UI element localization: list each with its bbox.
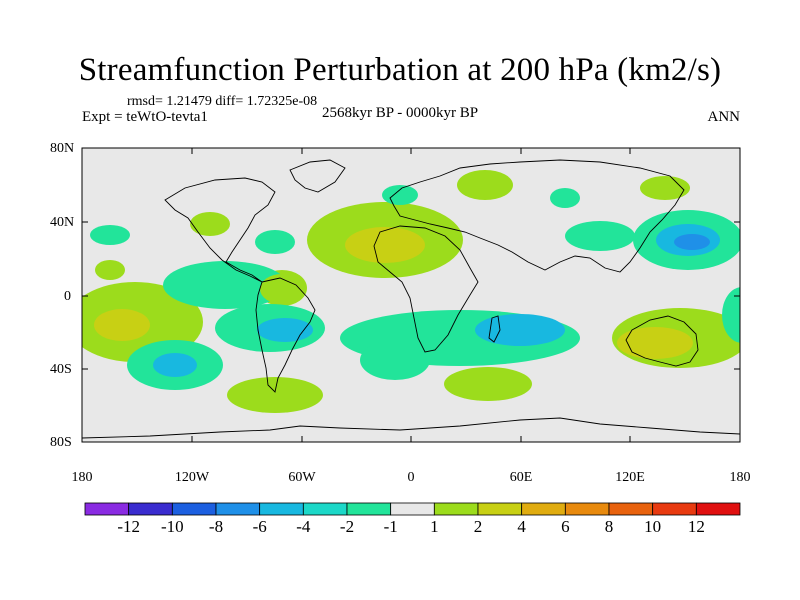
colorbar-label: 2 xyxy=(473,517,483,536)
rmsd-diff-stats: rmsd= 1.21479 diff= 1.72325e-08 xyxy=(127,94,318,109)
colorbar-swatch xyxy=(652,502,697,516)
south-america-coast xyxy=(255,277,316,393)
map-title: Streamfunction Perturbation at 200 hPa (… xyxy=(78,52,722,88)
colorbar-label: 12 xyxy=(687,517,705,536)
anomaly-patch xyxy=(190,212,230,236)
colorbar-swatch xyxy=(564,502,610,516)
anomaly-patch xyxy=(457,170,513,200)
anomaly-patch xyxy=(722,287,740,343)
anomaly-patch xyxy=(565,221,635,251)
experiment-label: Expt = teWtO-tevta1 xyxy=(82,109,208,125)
contour-fills xyxy=(82,170,740,413)
colorbar-label: -1 xyxy=(383,517,398,536)
antarctica-coast xyxy=(82,417,740,439)
anomaly-patch xyxy=(360,340,430,380)
colorbar-label: 10 xyxy=(644,517,662,536)
colorbar-label: -10 xyxy=(160,517,184,536)
period-label: 2568kyr BP - 0000kyr BP xyxy=(322,105,479,121)
lat-label-80n: 80N xyxy=(50,141,75,156)
anomaly-patch xyxy=(444,367,532,401)
greenland-coast xyxy=(289,159,346,193)
lon-label-180w: 180 xyxy=(71,470,93,485)
anomaly-patch xyxy=(617,327,693,359)
colorbar-swatch xyxy=(215,502,261,516)
colorbar-swatch xyxy=(695,502,741,516)
lon-label-120e: 120E xyxy=(615,470,645,485)
anomaly-patch xyxy=(550,188,580,208)
anomaly-patch xyxy=(163,261,287,309)
lat-label-0: 0 xyxy=(64,289,71,304)
colorbar-swatch xyxy=(433,502,479,516)
lon-label-180e: 180 xyxy=(729,470,751,485)
colorbar-swatch xyxy=(608,502,654,516)
colorbar-label: 6 xyxy=(561,517,570,536)
anomaly-patch xyxy=(255,230,295,254)
colorbar-swatch xyxy=(84,502,130,516)
anomaly-patch xyxy=(674,234,710,250)
colorbar-label: 4 xyxy=(517,517,526,536)
lon-label-0: 0 xyxy=(407,470,415,485)
lon-label-60w: 60W xyxy=(288,470,316,485)
africa-coast xyxy=(373,225,479,353)
colorbar-swatch xyxy=(302,502,348,516)
colorbar-swatch xyxy=(477,502,523,516)
colorbar-swatch xyxy=(521,502,566,516)
colorbar-swatch xyxy=(346,502,392,516)
colorbar-swatch xyxy=(128,502,173,516)
anomaly-patch xyxy=(382,185,418,205)
anomaly-patch xyxy=(95,260,125,280)
lat-label-80s: 80S xyxy=(50,435,72,450)
colorbar-swatch xyxy=(259,502,304,516)
anomaly-patch xyxy=(90,225,130,245)
colorbar-label: -4 xyxy=(296,517,311,536)
anomaly-patch xyxy=(475,314,565,346)
colorbar xyxy=(84,502,741,516)
colorbar-swatch xyxy=(390,502,435,516)
lat-ticks xyxy=(82,147,740,443)
lon-label-60e: 60E xyxy=(509,470,533,485)
lat-label-40s: 40S xyxy=(50,362,72,377)
lon-label-120w: 120W xyxy=(174,470,210,485)
colorbar-label: -2 xyxy=(339,517,355,536)
colorbar-label: -12 xyxy=(117,517,140,536)
colorbar-label: 8 xyxy=(604,517,614,536)
anomaly-patch xyxy=(227,377,323,413)
coastlines xyxy=(82,159,740,439)
anomaly-patch xyxy=(345,227,425,263)
australia-coast xyxy=(625,315,699,367)
madagascar-coast xyxy=(488,315,501,343)
lon-ticks xyxy=(81,148,741,442)
anomaly-patch xyxy=(640,176,690,200)
anomaly-patch xyxy=(257,318,313,342)
season-label: ANN xyxy=(707,109,741,125)
lat-label-40n: 40N xyxy=(50,215,75,230)
anomaly-patch xyxy=(153,353,197,377)
anomaly-patch xyxy=(260,274,304,304)
colorbar-label: -8 xyxy=(208,517,224,536)
eurasia-coast xyxy=(389,159,685,273)
colorbar-label: 1 xyxy=(430,517,439,536)
colorbar-swatch xyxy=(171,502,217,516)
north-america-coast xyxy=(164,177,276,283)
colorbar-label: -6 xyxy=(252,517,267,536)
anomaly-patch xyxy=(94,309,150,341)
